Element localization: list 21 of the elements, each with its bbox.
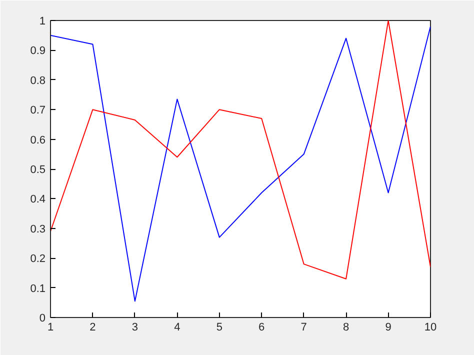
x-tick-label: 8 [342, 322, 350, 334]
x-tick-label: 9 [385, 322, 392, 334]
x-tick-label: 1 [47, 322, 54, 334]
y-tick-label: 0.1 [30, 282, 46, 295]
y-tick-label: 0.9 [30, 45, 46, 58]
x-tick-label: 4 [174, 322, 180, 334]
x-tick-label: 2 [90, 322, 96, 334]
y-tick-label: 0 [39, 312, 46, 324]
y-tick-label: 0.6 [30, 134, 46, 146]
y-tick-label: 0.2 [30, 253, 46, 266]
y-tick-label: 0.5 [30, 164, 46, 176]
y-tick-label: 0.4 [30, 194, 46, 206]
y-tick-label: 0.8 [30, 74, 46, 87]
x-tick-label: 3 [132, 322, 138, 334]
x-tick-label: 5 [216, 322, 222, 334]
y-tick-label: 0.3 [30, 223, 46, 236]
x-tick-label: 7 [300, 322, 307, 334]
x-tick-label: 6 [258, 322, 265, 334]
x-tick-label: 10 [424, 322, 437, 334]
y-tick-label: 0.7 [30, 104, 46, 117]
y-tick-label: 1 [39, 16, 46, 28]
